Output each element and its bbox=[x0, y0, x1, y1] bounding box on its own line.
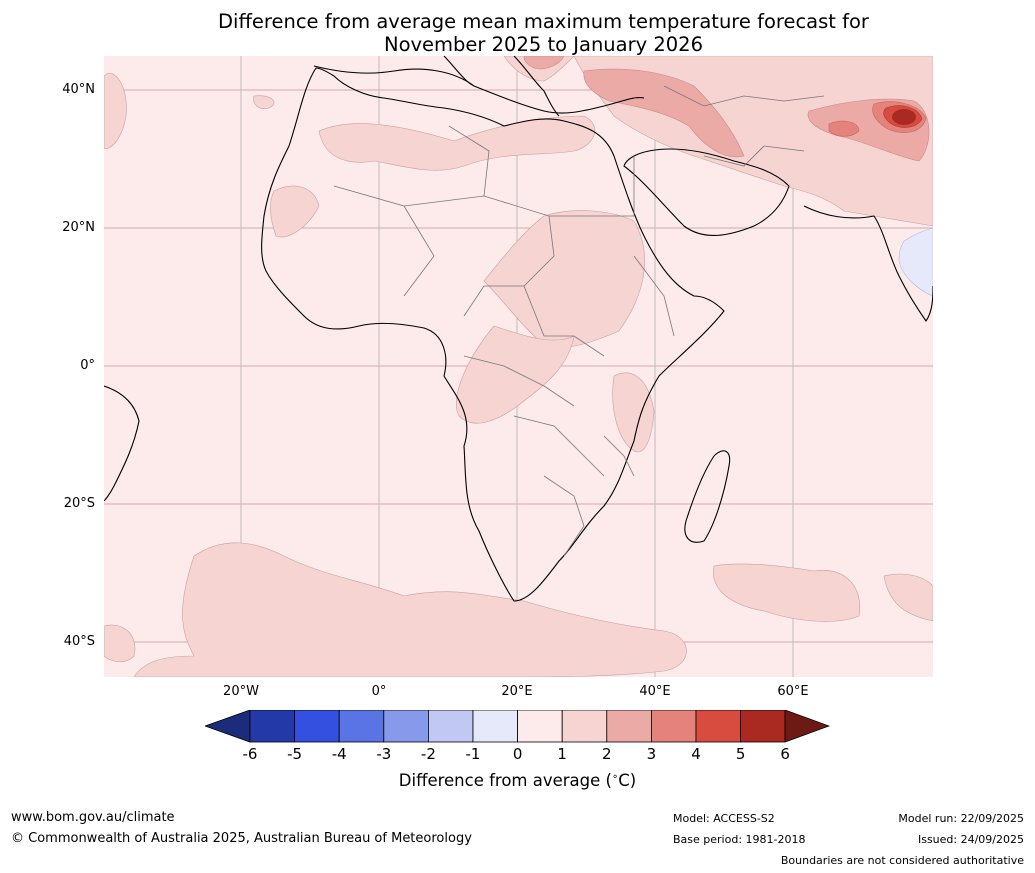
footer-model-run: Model run: 22/09/2025 bbox=[898, 812, 1024, 825]
footer-disclaimer: Boundaries are not considered authoritat… bbox=[780, 854, 1024, 867]
colorbar-over-arrow bbox=[784, 710, 830, 743]
region-indian-east bbox=[883, 573, 933, 622]
coastlines bbox=[104, 56, 933, 602]
region-far-southwest bbox=[104, 624, 136, 663]
lat-label-0: 0° bbox=[80, 358, 95, 373]
colorbar-tick-label: 6 bbox=[780, 745, 790, 763]
colorbar-label-text: Difference from average ( bbox=[398, 771, 612, 790]
colorbar-tick-label: 0 bbox=[512, 745, 523, 763]
lat-label-20s: 20°S bbox=[63, 496, 95, 511]
title-line-2: November 2025 to January 2026 bbox=[384, 33, 703, 56]
colorbar-under-arrow bbox=[205, 710, 251, 743]
title-line-1: Difference from average mean maximum tem… bbox=[218, 10, 869, 33]
colorbar-segment bbox=[472, 710, 518, 743]
footer-model: Model: ACCESS-S2 bbox=[673, 812, 775, 825]
region-balkans bbox=[523, 56, 565, 70]
colorbar-segment bbox=[606, 710, 652, 743]
region-turkey-iran bbox=[583, 68, 745, 158]
region-south-atlantic bbox=[133, 542, 687, 677]
lon-label-20e: 20°E bbox=[501, 684, 533, 699]
region-central-africa bbox=[483, 210, 645, 348]
region-north-africa bbox=[318, 115, 596, 171]
region-indian-south bbox=[713, 563, 861, 622]
colorbar-segment bbox=[517, 710, 563, 743]
lon-label-40e: 40°E bbox=[639, 684, 671, 699]
colorbar bbox=[205, 710, 830, 743]
colorbar-label-unit: C) bbox=[618, 771, 637, 790]
anomaly-neg-1-to-0 bbox=[898, 227, 933, 297]
footer-base-period: Base period: 1981-2018 bbox=[673, 833, 806, 846]
colorbar-tick-label: -5 bbox=[287, 745, 303, 763]
colorbar-tick-label: -1 bbox=[465, 745, 481, 763]
country-borders bbox=[333, 85, 825, 557]
colorbar-tick-label: 5 bbox=[735, 745, 746, 763]
colorbar-segment bbox=[650, 710, 697, 743]
lon-label-20w: 20°W bbox=[223, 684, 259, 699]
region-congo bbox=[456, 325, 575, 424]
colorbar-tick-label: 1 bbox=[557, 745, 567, 763]
colorbar-segment bbox=[383, 710, 429, 743]
lon-label-0: 0° bbox=[371, 684, 387, 699]
region-afghanistan bbox=[828, 120, 860, 137]
colorbar-tick-label: -6 bbox=[242, 745, 258, 763]
colorbar-tick-label: 4 bbox=[691, 745, 701, 763]
colorbar-segment bbox=[294, 710, 340, 743]
footer-website[interactable]: www.bom.gov.au/climate bbox=[11, 810, 175, 825]
colorbar-segments bbox=[249, 710, 786, 743]
colorbar-segment bbox=[740, 710, 786, 743]
colorbar-segment bbox=[249, 710, 295, 743]
region-east-africa bbox=[612, 372, 655, 453]
colorbar-segment bbox=[561, 710, 608, 743]
colorbar-segment bbox=[695, 710, 741, 743]
footer-issued: Issued: 24/09/2025 bbox=[917, 833, 1024, 846]
colorbar-segment bbox=[338, 710, 385, 743]
anomaly-5-to-6 bbox=[892, 109, 916, 125]
region-india-cool bbox=[898, 227, 933, 297]
region-west-africa bbox=[270, 185, 320, 238]
lat-label-20n: 20°N bbox=[62, 220, 95, 235]
region-atlantic-north bbox=[104, 73, 127, 149]
lat-label-40s: 40°S bbox=[63, 634, 95, 649]
map-svg bbox=[104, 56, 933, 677]
colorbar-tick-label: -3 bbox=[376, 745, 392, 763]
colorbar-tick-label: -2 bbox=[420, 745, 436, 763]
colorbar-tick-label: 2 bbox=[602, 745, 612, 763]
colorbar-tick-label: -4 bbox=[331, 745, 347, 763]
colorbar-tick-label: 3 bbox=[646, 745, 657, 763]
colorbar-label: Difference from average (∘C) bbox=[398, 771, 637, 790]
footer-copyright: © Commonwealth of Australia 2025, Austra… bbox=[11, 831, 472, 846]
forecast-map bbox=[104, 56, 933, 677]
region-tibet-peak bbox=[892, 109, 916, 125]
colorbar-segment bbox=[427, 710, 474, 743]
lat-label-40n: 40°N bbox=[62, 82, 95, 97]
region-small-atlantic bbox=[253, 95, 275, 109]
chart-title: Difference from average mean maximum tem… bbox=[0, 10, 1035, 56]
lon-label-60e: 60°E bbox=[777, 684, 809, 699]
anomaly-1-to-2 bbox=[104, 56, 933, 677]
